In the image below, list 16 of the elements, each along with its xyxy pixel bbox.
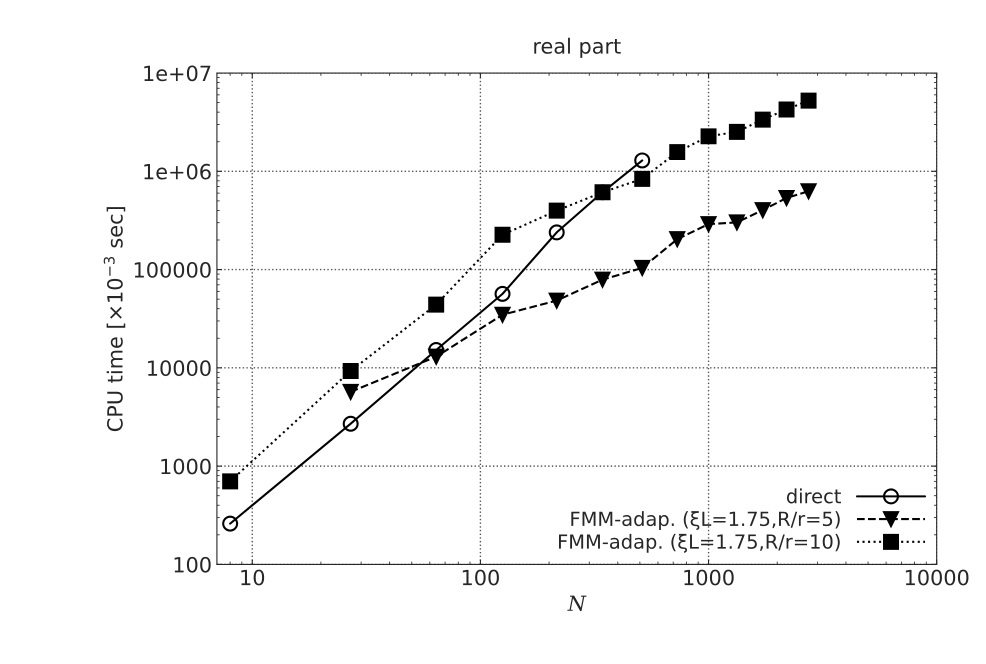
y-tick-label: 100: [174, 556, 211, 573]
x-tick-label: 1000: [684, 570, 734, 586]
y-tick-label: 1e+06: [144, 164, 211, 180]
legend-label: FMM-adap. (ξL=1.75,R/r=10): [558, 534, 840, 553]
x-tick-label: 10: [241, 570, 264, 586]
x-tick-label: 10000: [906, 570, 968, 586]
x-tick-label: 100: [462, 570, 499, 586]
y-tick-label: 1000: [161, 458, 211, 474]
y-tick-label: 1e+07: [144, 65, 210, 82]
y-tick-label: 10000: [148, 360, 211, 376]
chart-title: real part: [534, 38, 621, 58]
x-axis-title: N: [567, 596, 587, 612]
legend-label: FMM-adap. (ξL=1.75,R/r=5): [571, 511, 840, 530]
y-tick-label: 100000: [134, 262, 211, 278]
legend-label: direct: [786, 488, 841, 504]
y-axis-title: CPU time [×10$^{−3}$ sec]: [104, 207, 126, 432]
